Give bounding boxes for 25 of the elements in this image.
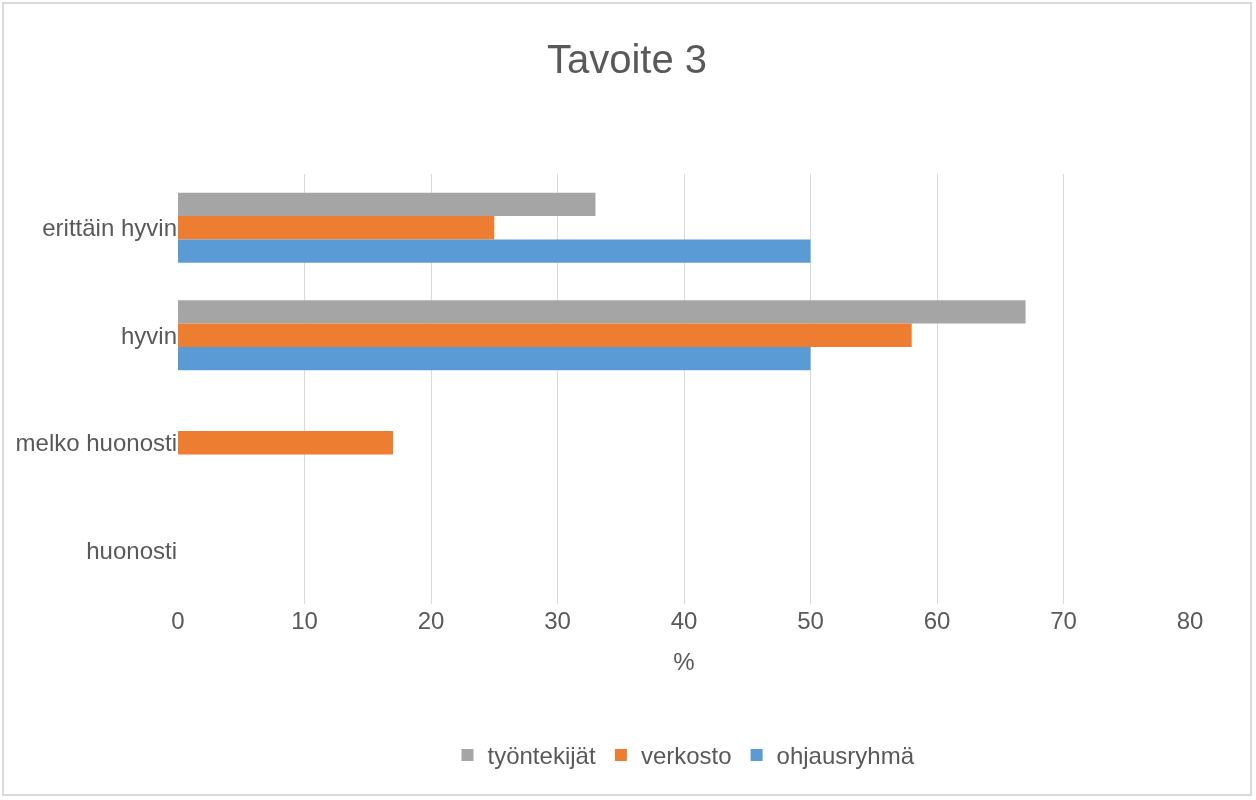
bar bbox=[178, 216, 495, 240]
x-tick-label: 80 bbox=[1176, 607, 1204, 634]
bar bbox=[178, 346, 811, 371]
bar bbox=[178, 192, 596, 217]
y-tick-label: huonosti bbox=[86, 536, 177, 564]
x-tick-label: 50 bbox=[797, 607, 824, 634]
y-tick-label: hyvin bbox=[120, 321, 177, 349]
x-axis-title: % bbox=[673, 648, 695, 676]
chart-title: Tavoite 3 bbox=[546, 37, 708, 82]
x-tick-label: 60 bbox=[923, 607, 951, 634]
x-tick-label: 10 bbox=[291, 607, 318, 634]
y-tick-label: erittäin hyvin bbox=[42, 214, 177, 242]
bar bbox=[178, 239, 811, 263]
x-tick-label: 40 bbox=[670, 607, 698, 634]
bar bbox=[178, 323, 912, 347]
legend-label: työntekijät bbox=[487, 742, 596, 770]
x-tick-label: 20 bbox=[417, 607, 445, 634]
y-tick-label: melko huonosti bbox=[15, 429, 177, 457]
x-tick-label: 70 bbox=[1050, 607, 1077, 634]
bar bbox=[178, 300, 1026, 324]
bar bbox=[178, 431, 394, 455]
x-tick-label: 0 bbox=[171, 607, 185, 634]
legend-label: verkosto bbox=[640, 742, 732, 770]
legend-label: ohjausryhmä bbox=[776, 742, 915, 770]
x-tick-label: 30 bbox=[544, 607, 571, 634]
